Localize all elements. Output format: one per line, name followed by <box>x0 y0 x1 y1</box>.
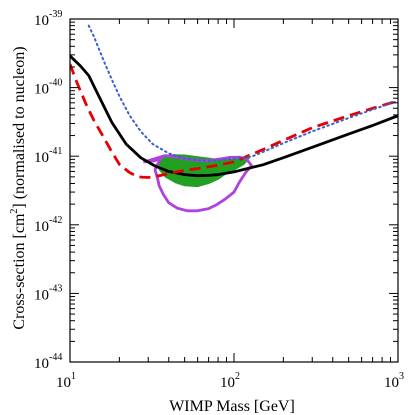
y-tick-label: 10-39 <box>34 9 62 29</box>
series-solid-line <box>70 54 398 178</box>
ticks-layer <box>69 19 398 363</box>
y-tick-label: 10-40 <box>34 78 62 98</box>
series-layer <box>70 24 398 179</box>
y-axis-title-sup: 2 <box>9 209 20 214</box>
y-axis-title: Cross-section [cm2] (normalised to nucle… <box>9 46 28 329</box>
series-dashed-line <box>70 63 398 179</box>
y-tick-label: 10-42 <box>34 215 62 235</box>
y-axis-title-after: ] (normalised to nucleon) <box>11 46 28 208</box>
x-tick-label: 102 <box>220 371 240 391</box>
y-tick-label: 10-44 <box>34 352 62 372</box>
y-axis-title-before: Cross-section [cm <box>11 213 28 330</box>
x-axis-title: WIMP Mass [GeV] <box>169 398 295 415</box>
series-dotted-line <box>87 24 398 162</box>
y-tick-label: 10-43 <box>34 283 62 303</box>
y-tick-label: 10-41 <box>34 146 62 166</box>
regions-layer <box>142 154 254 213</box>
x-tick-label: 101 <box>56 371 76 391</box>
x-tick-label: 103 <box>384 371 404 391</box>
tick-labels-layer: 101 102 103 10-44 10-43 10-42 10-41 10-40 10-39 <box>34 9 404 391</box>
